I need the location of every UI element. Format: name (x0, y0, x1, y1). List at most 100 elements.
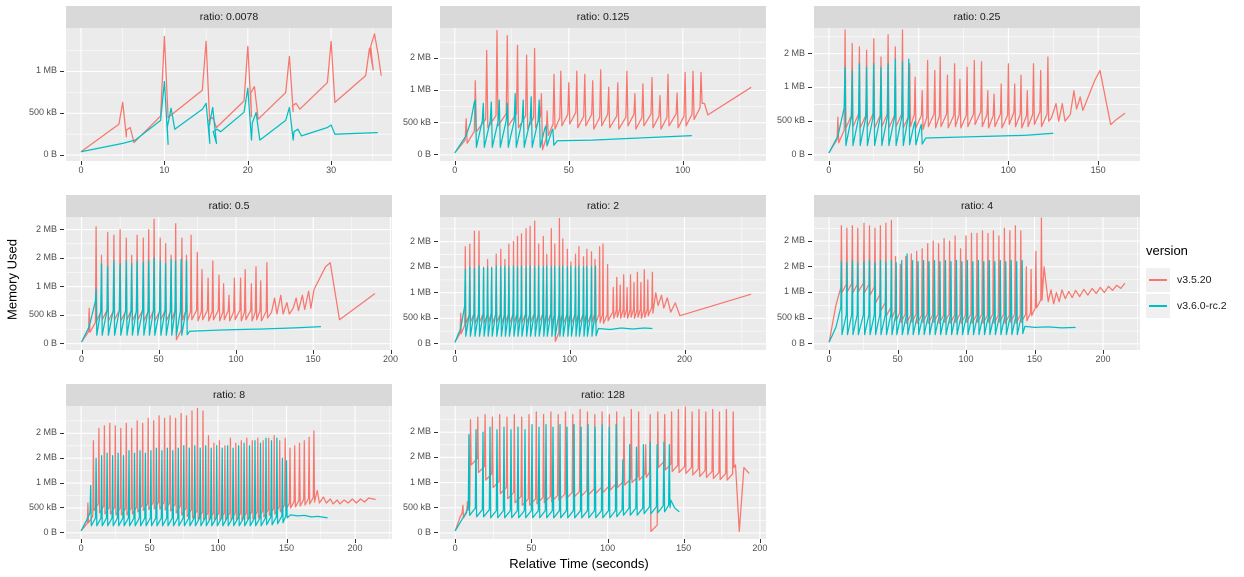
legend-key (1146, 294, 1170, 318)
facet-strip: ratio: 0.25 (814, 6, 1140, 28)
x-tick-mark (569, 350, 571, 354)
facet-panel (440, 217, 766, 350)
series-line-v3.6.0-rc.2 (454, 423, 680, 532)
y-tick-label: 0 B (417, 526, 431, 537)
y-tick-label: 0 B (43, 526, 57, 537)
y-tick-label: 2 MB (35, 223, 57, 234)
x-axis-gutter: 0 50 100 (440, 161, 766, 177)
legend-item: v3.5.20 (1146, 267, 1227, 293)
x-tick-label: 50 (153, 354, 164, 364)
legend-key (1146, 268, 1170, 292)
x-tick-label: 200 (347, 543, 363, 553)
facet: ratio: 128 0 B 500 kB 1 MB 2 MB 2 MB 0 50 100 1… (392, 384, 767, 555)
y-tick-label: 1 MB (35, 477, 57, 488)
y-tick-label: 2 MB (409, 235, 431, 246)
facet: ratio: 8 0 B 500 kB 1 MB 2 MB 2 MB 0 50 100 150… (18, 384, 392, 555)
facet: ratio: 0.25 0 B 500 kB 1 MB 2 MB 0 50 100 150 (766, 6, 1140, 177)
legend-key-line-icon (1149, 279, 1167, 281)
x-axis-gutter: 0 50 100 150 200 (66, 539, 392, 555)
x-tick-label: 100 (1000, 165, 1016, 175)
y-tick-mark (434, 431, 438, 433)
y-tick-mark (60, 314, 64, 316)
facet-strip: ratio: 128 (440, 384, 766, 406)
facet-strip-title: ratio: 0.5 (208, 200, 250, 212)
x-tick-mark (1103, 350, 1104, 354)
y-tick-label: 500 kB (402, 312, 431, 323)
y-tick-mark (808, 86, 812, 88)
series-line-v3.6.0-rc.2 (80, 437, 328, 532)
x-tick-mark (1034, 350, 1036, 354)
y-tick-label: 2 MB (783, 235, 805, 246)
x-tick-label: 150 (676, 543, 692, 553)
y-tick-mark (60, 257, 64, 259)
x-tick-label: 50 (913, 165, 924, 175)
y-axis-gutter: 0 B 500 kB 1 MB 2 MB 2 MB (18, 217, 66, 350)
facet-panel (66, 28, 392, 161)
y-tick-mark (808, 266, 812, 268)
y-tick-mark (808, 291, 812, 293)
y-tick-label: 1 MB (409, 286, 431, 297)
legend-item: v3.6.0-rc.2 (1146, 293, 1227, 319)
y-tick-mark (60, 507, 64, 509)
x-tick-label: 200 (676, 354, 693, 364)
x-tick-label: 100 (675, 165, 691, 175)
y-tick-label: 2 MB (35, 427, 57, 438)
y-tick-mark (60, 343, 64, 345)
y-tick-label: 1 MB (35, 280, 57, 291)
x-tick-label: 0 (78, 354, 85, 364)
y-tick-mark (60, 457, 64, 459)
x-tick-label: 100 (600, 543, 616, 553)
x-tick-mark (81, 161, 82, 165)
x-axis-gutter: 0 50 100 150 (814, 161, 1140, 177)
facet: ratio: 2 0 B 500 kB 1 MB 2 MB 2 MB 0 100 200 (392, 195, 766, 366)
y-axis-gutter: 0 B 500 kB 1 MB 2 MB 2 MB (766, 217, 814, 350)
x-tick-label: 0 (452, 543, 458, 553)
y-tick-label: 2 MB (35, 452, 57, 463)
x-tick-mark (454, 161, 456, 165)
series-line-v3.6.0-rc.2 (828, 253, 1076, 343)
y-tick-label: 500 kB (776, 312, 805, 323)
y-tick-label: 1 MB (409, 84, 431, 95)
x-tick-label: 50 (144, 543, 155, 553)
y-tick-mark (434, 507, 438, 509)
x-tick-label: 100 (562, 354, 578, 364)
facet-strip: ratio: 8 (66, 384, 392, 406)
series-line-v3.6.0-rc.2 (80, 80, 378, 153)
y-tick-mark (60, 154, 64, 156)
y-tick-label: 2 MB (409, 451, 431, 462)
y-tick-mark (434, 532, 438, 534)
y-tick-label: 0 B (417, 337, 431, 348)
x-axis-gutter: 0 100 200 (440, 350, 766, 366)
facet-panel (814, 28, 1140, 161)
y-tick-mark (60, 229, 64, 231)
x-tick-mark (331, 161, 333, 165)
x-tick-label: 200 (1095, 354, 1111, 364)
x-tick-mark (454, 350, 456, 354)
legend-item-label: v3.5.20 (1177, 274, 1212, 286)
x-tick-label: 0 (826, 165, 832, 175)
x-tick-mark (897, 350, 899, 354)
y-tick-mark (434, 292, 438, 294)
y-axis-gutter: 0 B 500 kB 1 MB 2 MB 2 MB (392, 217, 440, 350)
y-tick-label: 2 MB (409, 426, 431, 437)
y-tick-label: 2 MB (783, 260, 805, 271)
y-tick-label: 0 B (417, 148, 431, 159)
x-axis-gutter: 0 50 100 150 200 (440, 539, 767, 555)
y-tick-mark (808, 343, 812, 345)
x-tick-mark (158, 350, 160, 354)
x-tick-mark (390, 350, 392, 354)
y-tick-label: 2 MB (409, 52, 431, 63)
y-tick-label: 0 B (43, 149, 57, 160)
facet: ratio: 0.125 0 B 500 kB 1 MB 2 MB 0 50 100 (392, 6, 766, 177)
facet: ratio: 0.5 0 B 500 kB 1 MB 2 MB 2 MB 0 50 100 1… (18, 195, 398, 366)
y-tick-label: 0 B (43, 337, 57, 348)
facet-strip-title: ratio: 128 (581, 389, 625, 401)
x-tick-mark (355, 539, 356, 543)
y-tick-mark (808, 120, 812, 122)
y-tick-label: 2 MB (783, 47, 805, 58)
y-axis-gutter: 0 B 500 kB 1 MB 2 MB (766, 28, 814, 161)
x-tick-mark (455, 539, 457, 543)
x-tick-mark (286, 539, 288, 543)
facet-strip-title: ratio: 8 (212, 389, 246, 401)
